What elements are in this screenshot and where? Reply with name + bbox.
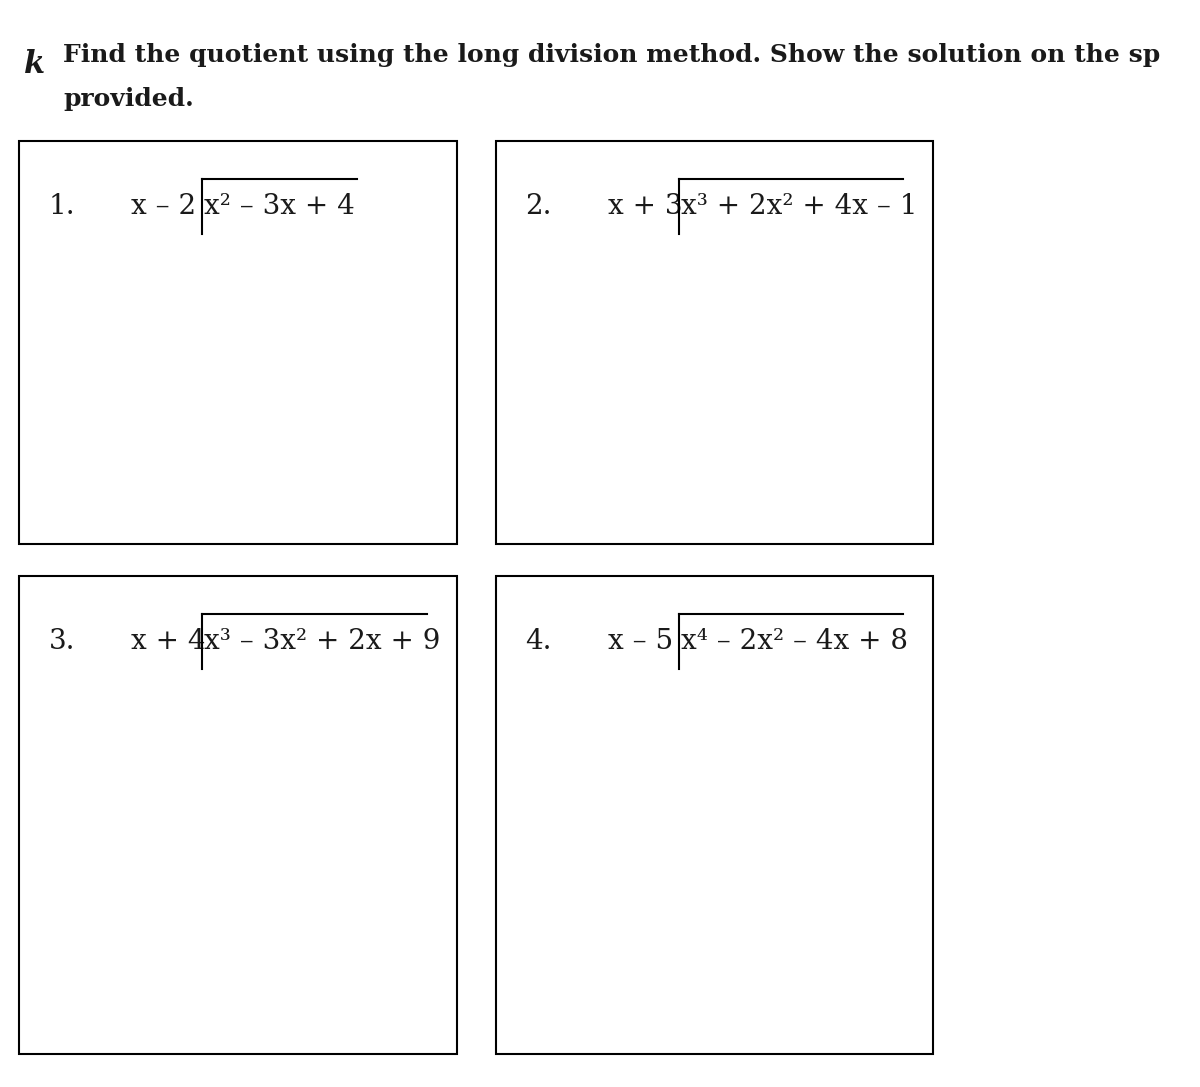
Text: x + 3: x + 3 [607, 193, 682, 220]
Text: provided.: provided. [64, 87, 194, 111]
FancyBboxPatch shape [496, 141, 934, 544]
Text: 3.: 3. [49, 628, 76, 654]
FancyBboxPatch shape [19, 576, 457, 1054]
Text: x – 2: x – 2 [131, 193, 197, 220]
FancyBboxPatch shape [496, 576, 934, 1054]
Text: x + 4: x + 4 [131, 628, 205, 654]
Text: x² – 3x + 4: x² – 3x + 4 [204, 193, 355, 220]
Text: x⁴ – 2x² – 4x + 8: x⁴ – 2x² – 4x + 8 [680, 628, 907, 654]
Text: x³ – 3x² + 2x + 9: x³ – 3x² + 2x + 9 [204, 628, 440, 654]
Text: x – 5: x – 5 [607, 628, 673, 654]
Text: 2.: 2. [526, 193, 552, 220]
Text: 1.: 1. [49, 193, 76, 220]
FancyBboxPatch shape [19, 141, 457, 544]
Text: 4.: 4. [526, 628, 552, 654]
Text: k: k [24, 49, 46, 80]
Text: Find the quotient using the long division method. Show the solution on the sp: Find the quotient using the long divisio… [64, 43, 1160, 67]
Text: x³ + 2x² + 4x – 1: x³ + 2x² + 4x – 1 [680, 193, 917, 220]
